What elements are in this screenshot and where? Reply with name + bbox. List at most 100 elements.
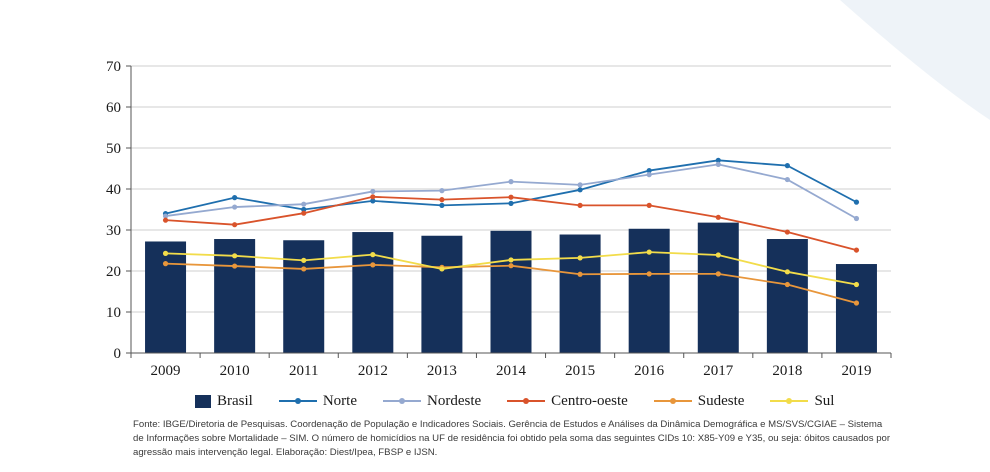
point-sul [439, 266, 445, 272]
legend-swatch [195, 394, 211, 408]
legend-label: Nordeste [427, 392, 482, 409]
point-sudeste [301, 266, 307, 272]
point-norte [715, 157, 721, 163]
point-norte [232, 195, 238, 201]
point-centro-oeste [439, 197, 445, 203]
y-tick-label: 40 [106, 182, 121, 198]
legend-swatch [507, 396, 546, 406]
point-norte [370, 198, 376, 204]
point-norte [508, 200, 514, 206]
point-centro-oeste [232, 222, 238, 228]
point-sul [784, 269, 790, 275]
point-sudeste [508, 263, 514, 269]
legend-label: Brasil [217, 392, 253, 409]
y-tick-label: 30 [106, 223, 121, 239]
point-sudeste [646, 271, 652, 277]
point-nordeste [370, 188, 376, 195]
bar-brasil [352, 232, 394, 353]
y-tick-label: 50 [106, 141, 121, 157]
point-centro-oeste [162, 217, 169, 223]
point-sul [508, 257, 514, 263]
bar-brasil [697, 222, 739, 353]
x-tick-label: 2019 [841, 363, 871, 379]
point-norte [577, 187, 583, 193]
bar-brasil [559, 234, 601, 353]
point-centro-oeste [784, 229, 790, 235]
bar-brasil [835, 264, 877, 353]
y-tick-label: 60 [106, 100, 121, 116]
y-tick-label: 20 [106, 264, 121, 280]
legend-item-centro-oeste: Centro-oeste [507, 393, 628, 410]
point-sudeste [162, 261, 169, 267]
legend-label: Centro-oeste [551, 392, 628, 409]
point-centro-oeste [646, 202, 652, 208]
legend-item-norte: Norte [278, 392, 357, 410]
point-nordeste [508, 179, 514, 185]
point-sul [577, 255, 583, 261]
point-norte [853, 199, 860, 205]
legend-item-nordeste: Nordeste [383, 393, 481, 410]
legend-item-sul: Sul [770, 393, 834, 410]
legend-swatch [278, 396, 317, 406]
point-centro-oeste [577, 202, 583, 208]
point-sudeste [853, 300, 860, 306]
point-nordeste [577, 182, 583, 188]
point-sul [646, 249, 652, 255]
chart-area: 0 10 20 30 40 50 60 70 2009 2010 2011 2012 2013 2014 2… [106, 59, 892, 379]
x-tick-label: 2017 [703, 363, 734, 379]
point-norte [301, 206, 307, 213]
point-nordeste [162, 213, 169, 219]
bar-brasil [145, 241, 187, 353]
point-nordeste [715, 161, 721, 167]
point-sul [370, 252, 376, 258]
legend-swatch [770, 396, 809, 406]
bar-brasil [421, 235, 463, 353]
legend-label: Norte [322, 392, 357, 409]
grid-layer [131, 65, 891, 313]
point-centro-oeste [853, 247, 860, 253]
point-norte [439, 202, 445, 208]
point-sul [301, 257, 307, 263]
x-tick-label: 2010 [220, 363, 250, 379]
x-tick-label: 2013 [427, 363, 457, 379]
point-sudeste [784, 281, 790, 288]
point-norte [646, 167, 652, 174]
bar-brasil [490, 230, 532, 353]
line-layer [162, 157, 860, 306]
point-nordeste [853, 215, 860, 222]
legend-label: Sul [814, 392, 835, 409]
legend-item-sudeste: Sudeste [653, 392, 745, 410]
x-tick-label: 2012 [358, 363, 388, 379]
x-tick-label: 2011 [289, 363, 318, 379]
legend-swatch [653, 396, 692, 406]
series-line-nordeste [165, 163, 857, 220]
x-tick-label: 2016 [634, 363, 665, 379]
x-tick-label: 2009 [151, 363, 181, 379]
point-centro-oeste [508, 194, 514, 200]
legend-item-brasil: Brasil [195, 393, 253, 410]
bar-brasil [766, 239, 808, 353]
y-tick-label: 0 [114, 346, 122, 362]
point-nordeste [784, 176, 790, 183]
source-note: Fonte: IBGE/Diretoria de Pesquisas. Coor… [133, 419, 891, 458]
legend-swatch [383, 396, 421, 406]
y-tick-label: 10 [106, 305, 121, 321]
x-tick-label: 2015 [565, 363, 595, 379]
point-centro-oeste [715, 214, 721, 220]
point-sudeste [232, 263, 238, 269]
point-sudeste [370, 262, 376, 268]
point-sudeste [715, 271, 721, 277]
point-norte [784, 163, 790, 169]
axis-layer: 0 10 20 30 40 50 60 70 2009 2010 2011 2012 2013 2014 2… [106, 59, 892, 379]
point-nordeste [646, 172, 652, 178]
y-tick-label: 70 [106, 59, 121, 75]
x-tick-label: 2014 [496, 363, 527, 379]
legend-label: Sudeste [697, 392, 745, 409]
point-sul [715, 252, 721, 258]
point-centro-oeste [370, 194, 376, 200]
chart-legend: Brasil Norte Nordeste Centro-oeste Sudeste Su… [195, 391, 855, 411]
bar-brasil [283, 240, 325, 353]
point-nordeste [439, 188, 445, 194]
point-nordeste [301, 201, 307, 207]
